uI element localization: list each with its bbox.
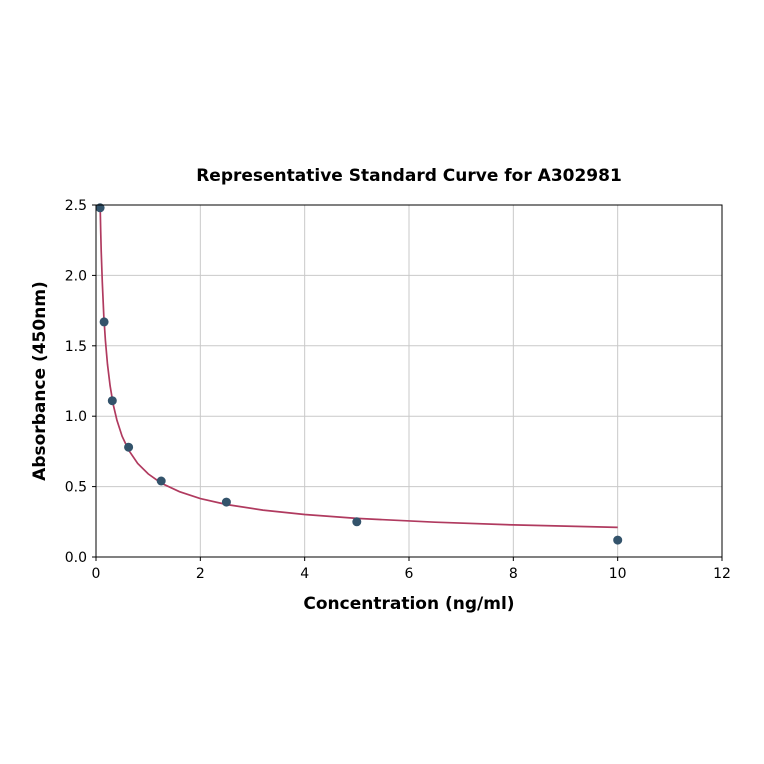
y-tick-label: 0.5: [65, 480, 87, 496]
data-point: [99, 317, 109, 327]
x-tick-label: 0: [92, 566, 101, 582]
data-point: [613, 535, 623, 545]
scatter-points: [95, 203, 623, 545]
data-point: [221, 497, 231, 507]
grid: [95, 204, 723, 558]
x-tick-label: 4: [300, 566, 309, 582]
x-tick-label: 6: [405, 566, 414, 582]
x-tick-label: 8: [509, 566, 518, 582]
y-tick-label: 2.5: [65, 198, 87, 214]
x-tick-label: 12: [713, 566, 731, 582]
y-tick-label: 1.5: [65, 339, 87, 355]
y-tick-label: 1.0: [65, 409, 87, 425]
chart-title: Representative Standard Curve for A30298…: [196, 166, 622, 186]
y-tick-label: 2.0: [65, 268, 87, 284]
data-point: [95, 203, 105, 213]
data-point: [124, 442, 134, 452]
y-axis-label: Absorbance (450nm): [30, 281, 50, 481]
x-axis-label: Concentration (ng/ml): [303, 594, 515, 614]
axis-ticks: 0 2 4 6 8 10 12 0.0 0.5 1.0 1.5 2.0 2.5: [65, 198, 731, 582]
data-point: [352, 517, 362, 527]
data-point: [156, 476, 166, 486]
fit-curve-line: [98, 204, 618, 529]
y-tick-label: 0.0: [65, 550, 87, 566]
x-tick-label: 10: [609, 566, 627, 582]
x-tick-label: 2: [196, 566, 205, 582]
data-point: [107, 396, 117, 406]
